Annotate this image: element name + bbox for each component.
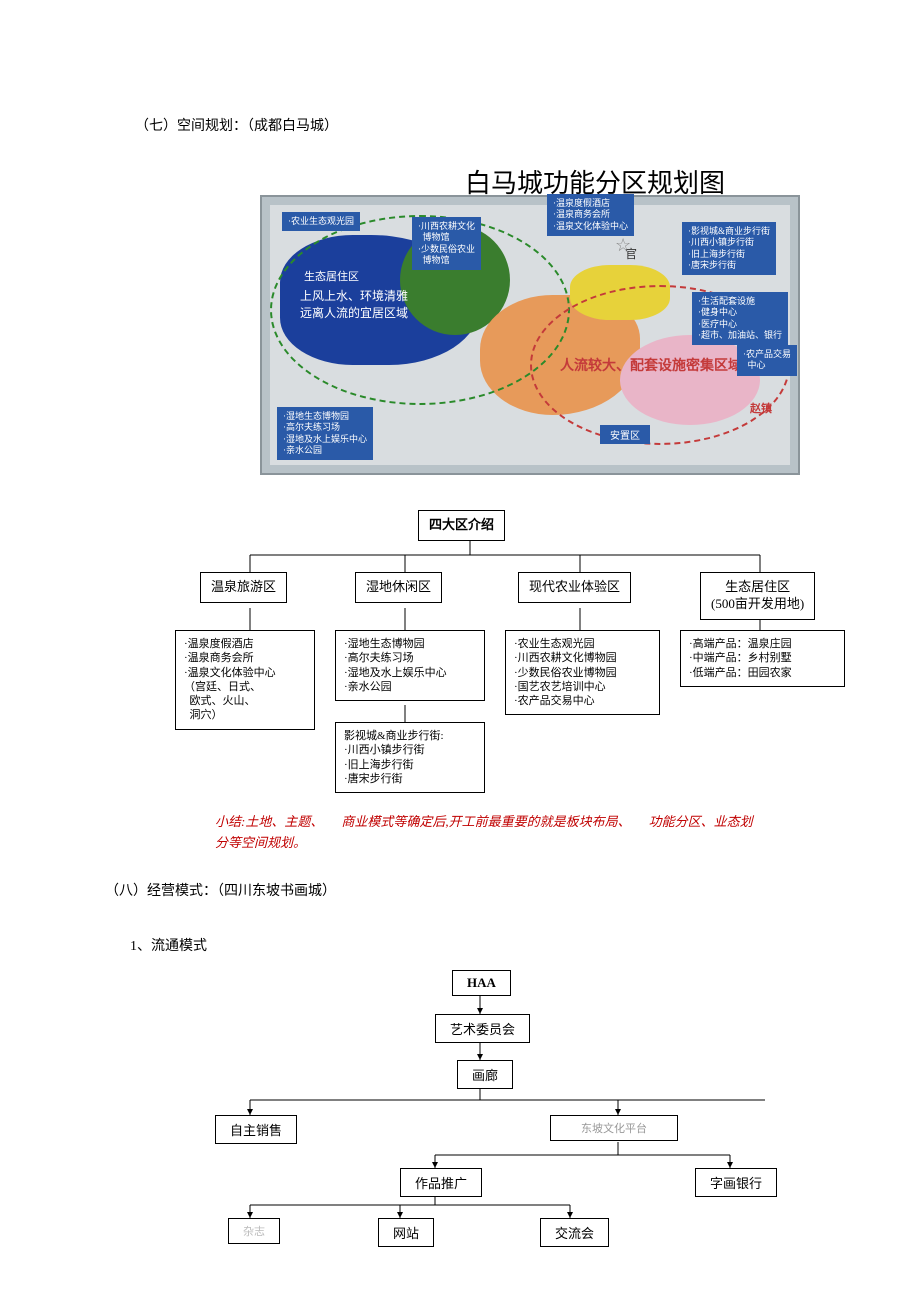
callout-film-commercial: ·影视城&商业步行街 ·川西小镇步行街 ·旧上海步行街 ·唐宋步行街 (682, 222, 776, 275)
org-zone-2-details: ·湿地生态博物园 ·高尔夫练习场 ·湿地及水上娱乐中心 ·亲水公园 (335, 630, 485, 701)
flow-n7: 字画银行 (695, 1168, 777, 1197)
map-label-eco-residence: 生态居住区 (300, 267, 363, 285)
map-label-zhaozhen: 赵镇 (750, 400, 772, 416)
summary-text: 小结:土地、主题、 商业模式等确定后,开工前最重要的就是板块布局、 功能分区、业态划… (215, 812, 835, 854)
map-label-wind-water: 上风上水、环境清雅 远离人流的宜居区域 (300, 287, 408, 321)
org-zone-2-details-2: 影视城&商业步行街: ·川西小镇步行街 ·旧上海步行街 ·唐宋步行街 (335, 722, 485, 793)
summary-l2: 分等空间规划。 (215, 835, 306, 850)
flow-n5: 东坡文化平台 (550, 1115, 678, 1141)
org-zone-2-title: 湿地休闲区 (355, 572, 442, 603)
flow-n9: 网站 (378, 1218, 434, 1247)
map-label-crowd-dense: 人流较大、配套设施密集区域 (560, 355, 742, 375)
org-zone-3-details: ·农业生态观光园 ·川西农耕文化博物园 ·少数民俗农业博物园 ·国艺农艺培训中心… (505, 630, 660, 715)
flow-n2: 艺术委员会 (435, 1014, 530, 1043)
summary-prefix: 小结: (215, 814, 245, 829)
flow-n6: 作品推广 (400, 1168, 482, 1197)
flow-n4: 自主销售 (215, 1115, 297, 1144)
org-zone-3-title: 现代农业体验区 (518, 572, 631, 603)
org-zone-1-title: 温泉旅游区 (200, 572, 287, 603)
star-icon: ☆ (615, 235, 631, 256)
flow-chart: HAA 艺术委员会 画廊 自主销售 东坡文化平台 作品推广 字画银行 杂志 网站… (200, 970, 820, 1230)
summary-l1c: 功能分区、业态划 (649, 814, 753, 829)
callout-life-support: ·生活配套设施 ·健身中心 ·医疗中心 ·超市、加油站、银行 (692, 292, 788, 345)
flow-n1: HAA (452, 970, 511, 996)
callout-agri-trade: ·农产品交易 中心 (737, 345, 797, 376)
summary-l1a: 土地、主题、 (245, 814, 323, 829)
org-zone-4-details: ·高端产品：温泉庄园 ·中端产品：乡村别墅 ·低端产品：田园农家 (680, 630, 845, 687)
flow-n10: 交流会 (540, 1218, 609, 1247)
summary-l1b: 商业模式等确定后,开工前最重要的就是板块布局、 (341, 814, 630, 829)
section-8-sub1: 1、流通模式 (130, 935, 207, 955)
flow-n8: 杂志 (228, 1218, 280, 1244)
org-chart: 四大区介绍 温泉旅游区 湿地休闲区 现代农业体验区 生态居住区 (500亩开发用… (160, 510, 870, 800)
callout-culture-museum: ·川西农耕文化 博物馆 ·少数民俗农业 博物馆 (412, 217, 481, 270)
callout-eco-sightseeing: ·农业生态观光园 (282, 212, 360, 231)
callout-wetland: ·湿地生态博物园 ·高尔夫练习场 ·湿地及水上娱乐中心 ·亲水公园 (277, 407, 373, 460)
org-zone-1-details: ·温泉度假酒店 ·温泉商务会所 ·温泉文化体验中心 （宫廷、日式、 欧式、火山、… (175, 630, 315, 730)
map-label-anzhi: 安置区 (600, 425, 650, 444)
section-8-heading: （八）经营模式：（四川东坡书画城） (105, 880, 336, 900)
org-root: 四大区介绍 (418, 510, 505, 541)
zoning-map: 生态居住区 上风上水、环境清雅 远离人流的宜居区域 人流较大、配套设施密集区域 … (260, 195, 800, 475)
flow-n3: 画廊 (457, 1060, 513, 1089)
section-7-heading: （七）空间规划：（成都白马城） (135, 115, 338, 135)
org-zone-4-title: 生态居住区 (500亩开发用地) (700, 572, 815, 620)
callout-hot-spring: ·温泉度假酒店 ·温泉商务会所 ·温泉文化体验中心 (547, 194, 634, 236)
